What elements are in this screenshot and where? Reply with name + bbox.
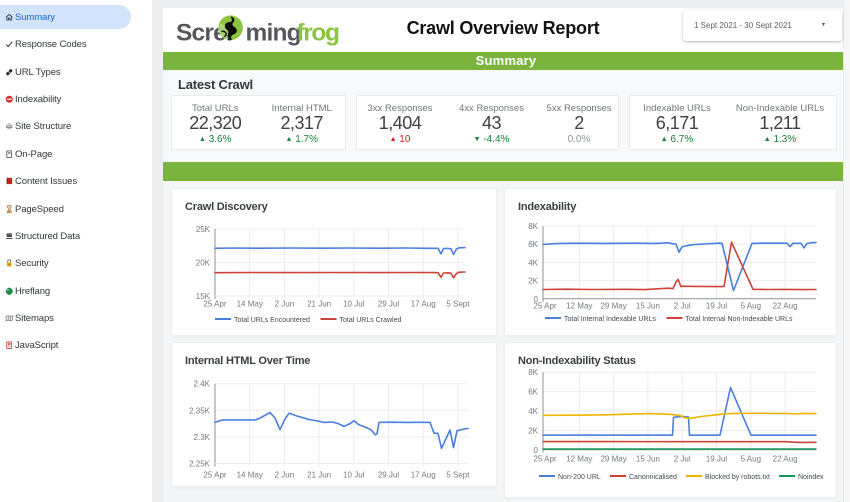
svg-text:15K: 15K bbox=[196, 292, 211, 301]
svg-text:Total URLs Crawled: Total URLs Crawled bbox=[340, 317, 402, 324]
svg-text:25K: 25K bbox=[196, 225, 211, 234]
svg-text:29 Jul: 29 Jul bbox=[378, 300, 400, 309]
svg-text:8K: 8K bbox=[528, 368, 538, 377]
svg-text:10 Jul: 10 Jul bbox=[343, 300, 365, 309]
svg-text:2.25K: 2.25K bbox=[189, 460, 211, 469]
svg-text:21 Jun: 21 Jun bbox=[307, 471, 331, 480]
svg-text:Total URLs Encountered: Total URLs Encountered bbox=[234, 317, 310, 324]
svg-text:5 Aug: 5 Aug bbox=[741, 455, 761, 464]
svg-text:22 Aug: 22 Aug bbox=[773, 455, 798, 464]
svg-text:2K: 2K bbox=[528, 277, 538, 286]
svg-text:29 Jul: 29 Jul bbox=[378, 471, 400, 480]
svg-text:22 Aug: 22 Aug bbox=[773, 302, 798, 311]
svg-text:8K: 8K bbox=[528, 222, 538, 231]
svg-text:6K: 6K bbox=[528, 388, 538, 397]
svg-text:25 Apr: 25 Apr bbox=[203, 300, 226, 309]
svg-text:2.3K: 2.3K bbox=[194, 433, 211, 442]
svg-text:4K: 4K bbox=[528, 407, 538, 416]
svg-text:29 May: 29 May bbox=[600, 302, 626, 311]
svg-text:25 Apr: 25 Apr bbox=[533, 302, 556, 311]
svg-text:2K: 2K bbox=[528, 426, 538, 435]
svg-text:5 Aug: 5 Aug bbox=[741, 302, 761, 311]
svg-text:17 Aug: 17 Aug bbox=[411, 300, 436, 309]
svg-text:2.4K: 2.4K bbox=[194, 380, 211, 389]
svg-text:20K: 20K bbox=[196, 259, 211, 268]
svg-text:2 Jul: 2 Jul bbox=[674, 455, 691, 464]
svg-text:14 May: 14 May bbox=[237, 471, 263, 480]
svg-text:17 Aug: 17 Aug bbox=[411, 471, 436, 480]
svg-text:5 Sept: 5 Sept bbox=[446, 471, 470, 480]
svg-text:Total Internal Non-Indexable U: Total Internal Non-Indexable URLs bbox=[686, 316, 794, 323]
svg-text:10 Jul: 10 Jul bbox=[343, 471, 365, 480]
svg-text:0: 0 bbox=[534, 295, 539, 304]
svg-text:Total Internal Indexable URLs: Total Internal Indexable URLs bbox=[564, 316, 656, 323]
svg-text:25 Apr: 25 Apr bbox=[533, 455, 556, 464]
svg-text:21 Jun: 21 Jun bbox=[307, 300, 331, 309]
svg-text:ming: ming bbox=[246, 20, 301, 47]
svg-text:29 May: 29 May bbox=[600, 455, 626, 464]
svg-text:0: 0 bbox=[534, 446, 539, 455]
svg-text:6K: 6K bbox=[528, 240, 538, 249]
svg-text:2 Jun: 2 Jun bbox=[275, 471, 295, 480]
svg-text:12 May: 12 May bbox=[566, 455, 592, 464]
svg-text:19 Jul: 19 Jul bbox=[706, 455, 728, 464]
svg-text:12 May: 12 May bbox=[566, 302, 592, 311]
svg-text:Noindex: Noindex bbox=[798, 474, 824, 481]
svg-text:4K: 4K bbox=[528, 258, 538, 267]
svg-text:25 Apr: 25 Apr bbox=[203, 471, 226, 480]
svg-text:Non-200 URL: Non-200 URL bbox=[558, 474, 601, 481]
svg-text:Scre: Scre bbox=[176, 20, 226, 47]
svg-text:Canonnicalised: Canonnicalised bbox=[629, 474, 677, 481]
svg-text:15 Jun: 15 Jun bbox=[636, 302, 660, 311]
svg-text:Blocked by robots.txt: Blocked by robots.txt bbox=[705, 474, 770, 481]
svg-text:2 Jun: 2 Jun bbox=[275, 300, 295, 309]
svg-text:5 Sept: 5 Sept bbox=[446, 300, 470, 309]
svg-text:14 May: 14 May bbox=[237, 300, 263, 309]
svg-text:19 Jul: 19 Jul bbox=[706, 302, 728, 311]
svg-text:2 Jul: 2 Jul bbox=[674, 302, 691, 311]
svg-text:frog: frog bbox=[297, 20, 339, 47]
svg-text:15 Jun: 15 Jun bbox=[636, 455, 660, 464]
svg-text:2.35K: 2.35K bbox=[189, 406, 211, 415]
